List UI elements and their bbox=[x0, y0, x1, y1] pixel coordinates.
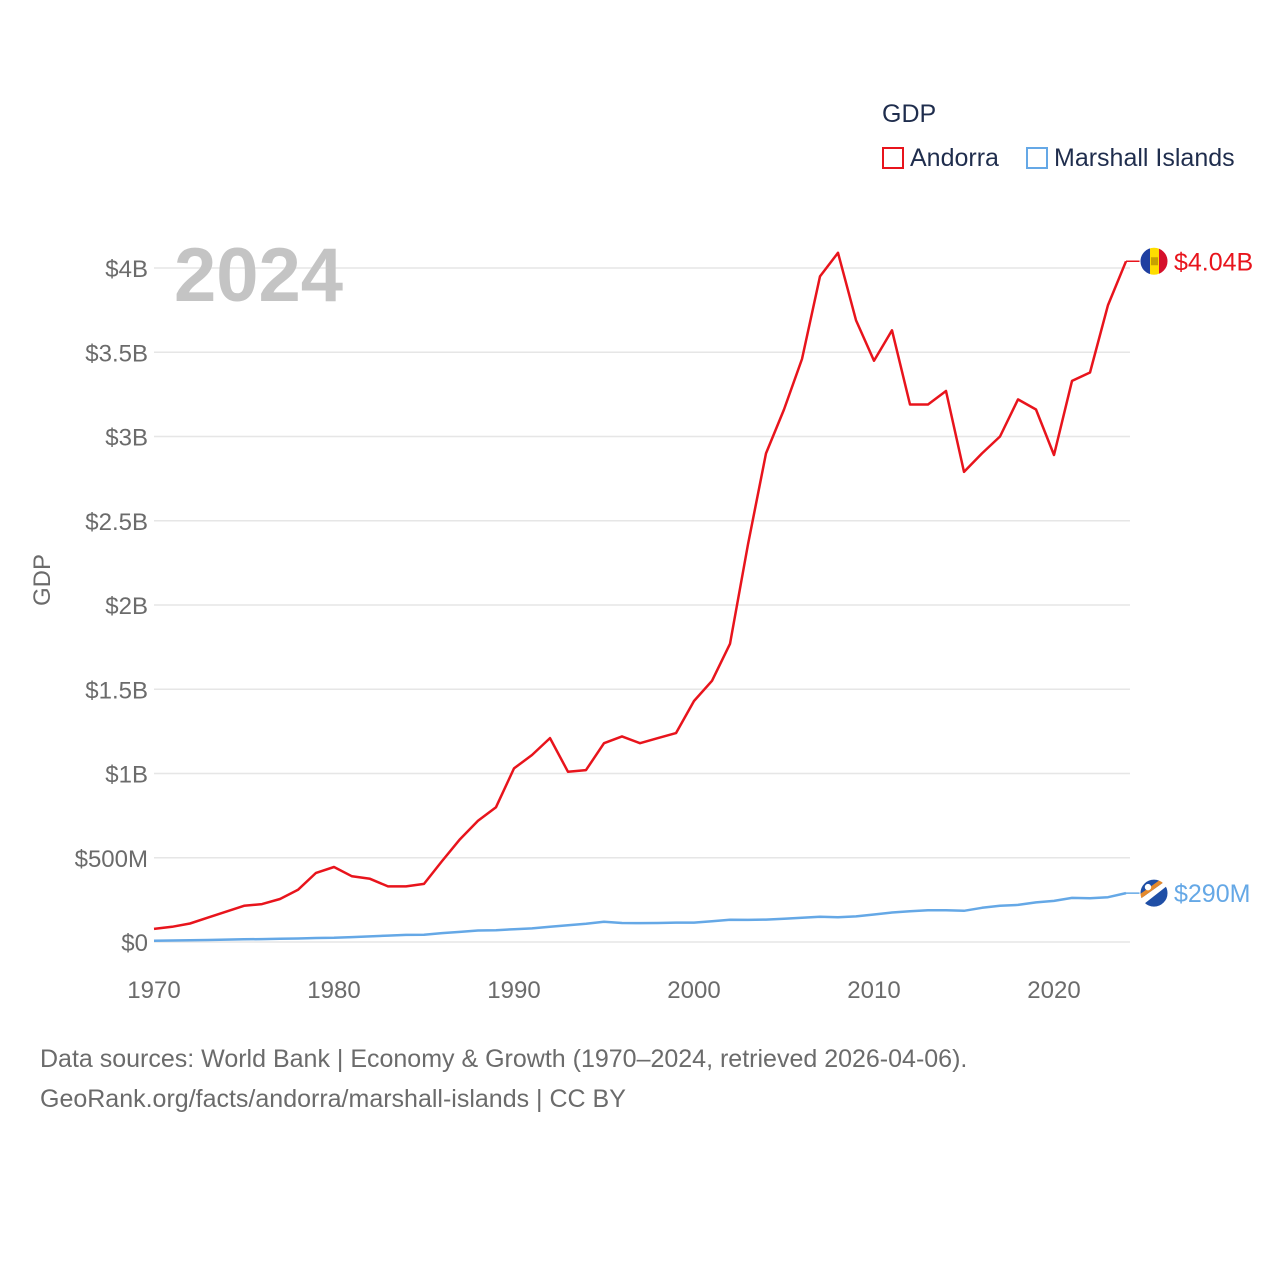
y-tick-label-7: $3.5B bbox=[85, 340, 148, 367]
y-tick-label-2: $1B bbox=[105, 762, 148, 789]
y-tick-label-0: $0 bbox=[121, 930, 148, 957]
end-label-andorra: $4.04B bbox=[1174, 248, 1253, 276]
year-label: 2024 bbox=[174, 233, 343, 318]
x-axis-ticks: 1970 1980 1990 2000 2010 2020 bbox=[127, 977, 1080, 1004]
legend-item-andorra[interactable]: Andorra bbox=[882, 143, 999, 173]
y-axis-label: GDP bbox=[29, 554, 56, 606]
x-tick-label-5: 2020 bbox=[1027, 977, 1080, 1004]
marshall-islands-flag-icon bbox=[1139, 878, 1169, 908]
y-tick-label-8: $4B bbox=[105, 256, 148, 283]
end-label-marshall-islands: $290M bbox=[1174, 880, 1250, 908]
x-tick-label-1: 1980 bbox=[307, 977, 360, 1004]
y-axis-ticks: $0 $500M $1B $1.5B $2B $2.5B $3B $3.5B $4B bbox=[75, 256, 148, 957]
legend-label-marshall-islands: Marshall Islands bbox=[1054, 143, 1235, 172]
x-tick-label-0: 1970 bbox=[127, 977, 180, 1004]
legend-label-andorra: Andorra bbox=[910, 143, 999, 172]
series-line-marshall-islands bbox=[153, 891, 1127, 942]
legend-title: GDP bbox=[882, 100, 937, 128]
y-tick-label-1: $500M bbox=[75, 846, 148, 873]
x-tick-label-2: 1990 bbox=[487, 977, 540, 1004]
y-tick-label-6: $3B bbox=[105, 425, 148, 452]
x-tick-label-3: 2000 bbox=[667, 977, 720, 1004]
source-line-1: Data sources: World Bank | Economy & Gro… bbox=[40, 1045, 968, 1073]
gridlines bbox=[154, 267, 1130, 943]
legend-swatch-andorra bbox=[882, 147, 904, 169]
andorra-flag-icon bbox=[1139, 246, 1169, 276]
series-lines bbox=[153, 251, 1128, 942]
series-line-andorra bbox=[153, 251, 1128, 931]
y-tick-label-5: $2.5B bbox=[85, 509, 148, 536]
source-line-2[interactable]: GeoRank.org/facts/andorra/marshall-islan… bbox=[40, 1085, 626, 1113]
legend-item-marshall-islands[interactable]: Marshall Islands bbox=[1026, 143, 1235, 173]
x-tick-label-4: 2010 bbox=[847, 977, 900, 1004]
y-tick-label-3: $1.5B bbox=[85, 677, 148, 704]
y-tick-label-4: $2B bbox=[105, 593, 148, 620]
series-end-labels: $4.04B $290M bbox=[1126, 246, 1253, 908]
legend-swatch-marshall-islands bbox=[1026, 147, 1048, 169]
